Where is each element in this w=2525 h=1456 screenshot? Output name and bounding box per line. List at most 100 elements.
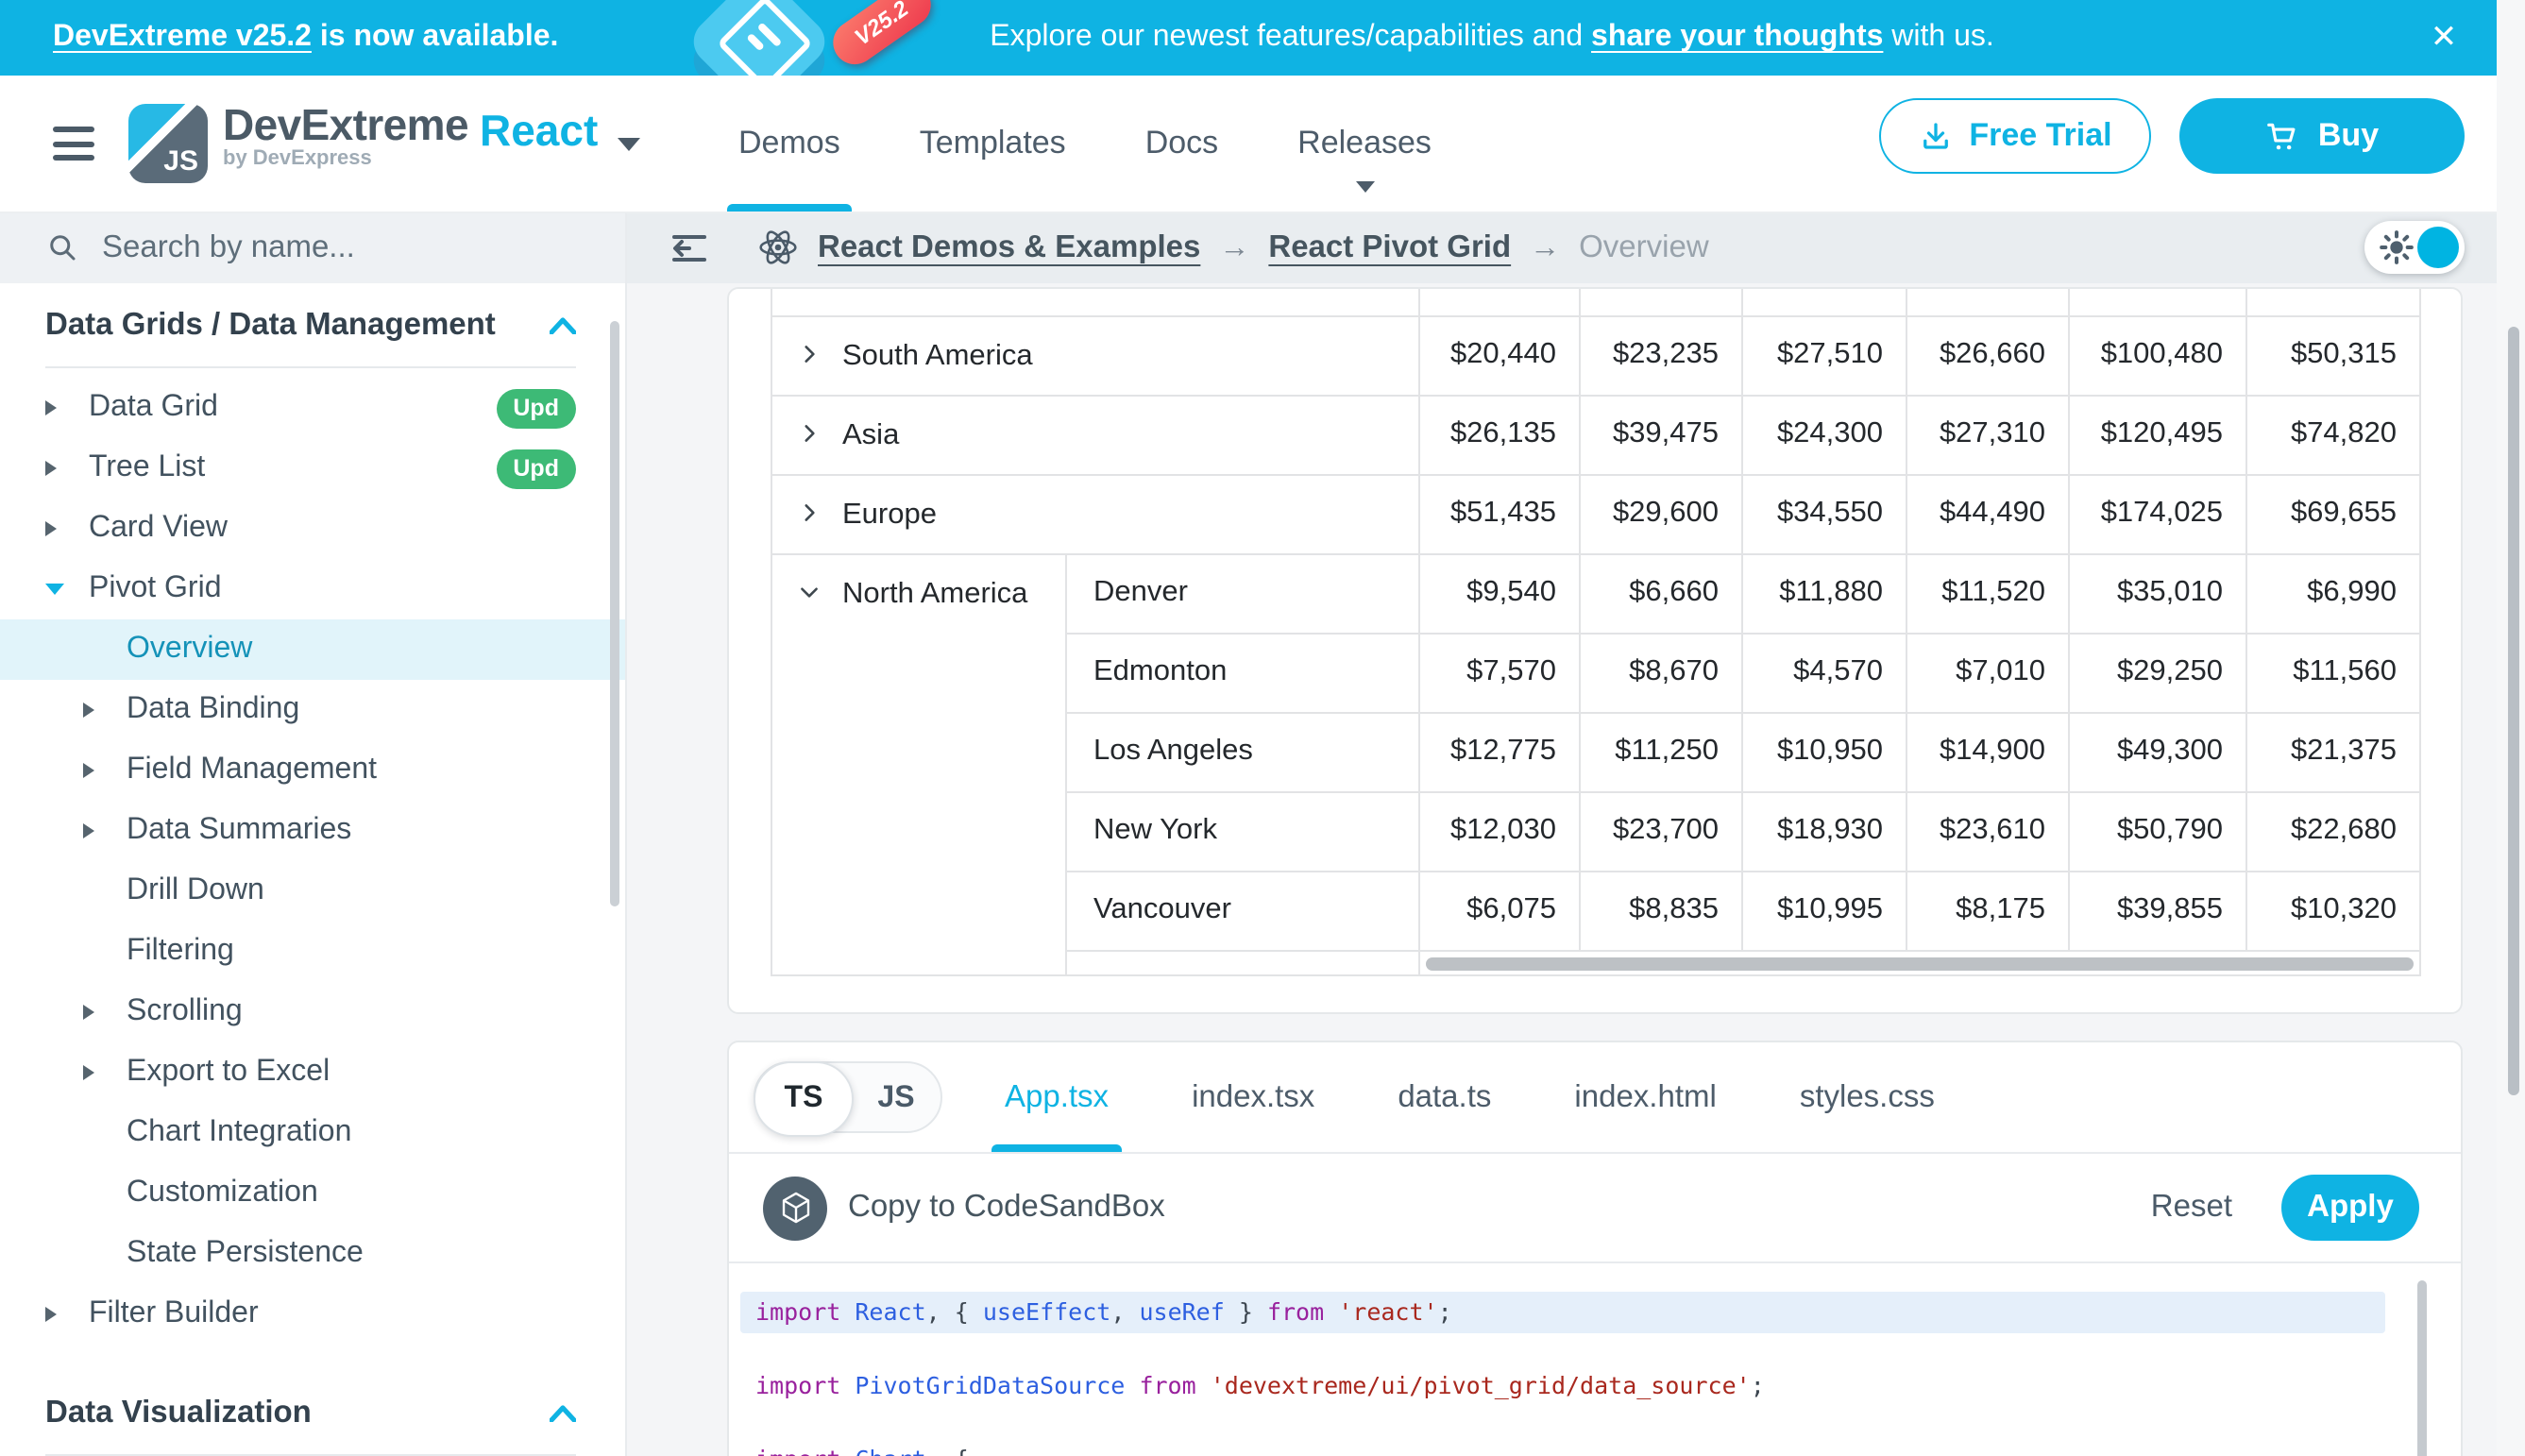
pivot-row-north-america[interactable]: North America [771, 552, 1067, 975]
collapse-sidebar-icon[interactable] [670, 231, 708, 263]
pivot-row-south-america[interactable]: South America [771, 314, 1420, 396]
nav-item-docs[interactable]: Docs [1145, 76, 1218, 212]
sidebar-item-state-persistence[interactable]: State Persistence [0, 1224, 625, 1284]
sidebar-item-scrolling[interactable]: Scrolling [0, 982, 625, 1042]
expand-icon[interactable] [797, 420, 822, 445]
pivot-grid-demo-card: South America $20,440 $23,235 $27,510 $26,66… [727, 287, 2463, 1014]
apply-button[interactable]: Apply [2281, 1175, 2419, 1241]
codesandbox-icon[interactable] [763, 1176, 827, 1240]
nav-item-demos[interactable]: Demos [727, 76, 852, 212]
free-trial-button[interactable]: Free Trial [1879, 98, 2151, 174]
pivot-value-cell: $6,075 [1418, 870, 1581, 951]
chevron-up-icon [549, 1395, 577, 1431]
sidebar-item-chart-integration[interactable]: Chart Integration [0, 1103, 625, 1163]
theme-toggle[interactable] [2364, 221, 2465, 274]
sidebar-item-drill-down[interactable]: Drill Down [0, 861, 625, 922]
buy-button[interactable]: Buy [2179, 98, 2465, 174]
pivot-value-cell: $26,660 [1906, 314, 2070, 396]
tab-styles-css[interactable]: styles.css [1799, 1079, 1935, 1113]
sidebar-item-data-binding[interactable]: Data Binding [0, 680, 625, 740]
sidebar-item-tree-list[interactable]: Tree List Upd [0, 438, 625, 499]
framework-selector[interactable]: React [480, 106, 599, 155]
breadcrumb-separator: → [1530, 231, 1561, 263]
pivot-value-cell: $74,820 [2245, 394, 2421, 475]
sidebar-spacer [0, 1345, 625, 1371]
sidebar-item-export-to-excel[interactable]: Export to Excel [0, 1042, 625, 1103]
sidebar-item-label: Filtering [127, 935, 234, 967]
sidebar-item-label: Overview [127, 633, 253, 665]
tab-index-tsx[interactable]: index.tsx [1192, 1079, 1315, 1113]
page-scrollbar[interactable] [2508, 327, 2519, 1095]
pivot-row-europe[interactable]: Europe [771, 473, 1420, 554]
sidebar-item-card-view[interactable]: Card View [0, 499, 625, 559]
expand-icon[interactable] [797, 499, 822, 524]
code-tabs: App.tsx index.tsx data.ts index.html styles.… [991, 1042, 1935, 1152]
search-input[interactable] [98, 228, 540, 267]
code-line: import Chart, { [755, 1439, 2385, 1456]
sidebar-item-label: Card View [89, 512, 229, 544]
sidebar-item-data-summaries[interactable]: Data Summaries [0, 801, 625, 861]
chevron-up-icon [549, 307, 577, 343]
pivot-value-cell: $10,950 [1741, 711, 1907, 792]
sidebar-item-field-management[interactable]: Field Management [0, 740, 625, 801]
copy-to-codesandbox-link[interactable]: Copy to CodeSandBox [848, 1190, 1165, 1224]
sidebar-item-pivot-grid[interactable]: Pivot Grid [0, 559, 625, 619]
version-link[interactable]: DevExtreme v25.2 [53, 21, 312, 53]
sidebar-item-customization[interactable]: Customization [0, 1163, 625, 1224]
horizontal-scrollbar[interactable] [1426, 957, 2414, 970]
js-toggle-option[interactable]: JS [877, 1082, 915, 1114]
ts-toggle-option[interactable]: TS [754, 1061, 854, 1137]
pivot-value-cell: $29,600 [1579, 473, 1743, 554]
pivot-value-cell: $23,235 [1579, 314, 1743, 396]
pivot-value-cell: $39,855 [2068, 870, 2247, 951]
code-scrollbar[interactable] [2417, 1280, 2427, 1456]
pivot-value-cell: $23,700 [1579, 790, 1743, 872]
pivot-value-cell: $29,250 [2068, 632, 2247, 713]
pivot-clipped-cell [1418, 289, 1581, 316]
share-thoughts-link[interactable]: share your thoughts [1591, 21, 1884, 53]
pivot-value-cell: $12,775 [1418, 711, 1581, 792]
devextreme-logo[interactable]: JS [128, 104, 208, 183]
pivot-value-cell: $11,250 [1579, 711, 1743, 792]
sidebar-section-data-grids-data-management[interactable]: Data Grids / Data Management [0, 283, 625, 366]
collapse-icon[interactable] [797, 579, 822, 603]
brand-title[interactable]: DevExtreme by DevExpress [223, 100, 469, 170]
sidebar-item-filter-builder[interactable]: Filter Builder [0, 1284, 625, 1345]
pivot-clipped-cell [1906, 289, 2070, 316]
tab-data-ts[interactable]: data.ts [1398, 1079, 1492, 1113]
pivot-city-edmonton: Edmonton [1065, 632, 1420, 713]
language-toggle[interactable]: JS TS [754, 1061, 942, 1137]
sidebar-item-filtering[interactable]: Filtering [0, 922, 625, 982]
reset-button[interactable]: Reset [2150, 1190, 2232, 1224]
pivot-value-cell: $7,570 [1418, 632, 1581, 713]
divider [45, 366, 576, 368]
pivot-row-label: North America [842, 577, 1028, 609]
nav-item-templates[interactable]: Templates [920, 76, 1066, 212]
sidebar-section-data-visualization[interactable]: Data Visualization [0, 1371, 625, 1454]
close-icon[interactable]: ✕ [2430, 19, 2458, 55]
breadcrumb-pivot-grid-link[interactable]: React Pivot Grid [1268, 229, 1512, 263]
nav-item-releases[interactable]: Releases [1297, 76, 1432, 212]
pivot-value-cell: $34,550 [1741, 473, 1907, 554]
sidebar-item-data-grid[interactable]: Data Grid Upd [0, 378, 625, 438]
pivot-value-cell: $8,175 [1906, 870, 2070, 951]
tab-app-tsx[interactable]: App.tsx [991, 1042, 1123, 1152]
pivot-row-asia[interactable]: Asia [771, 394, 1420, 475]
sidebar-item-label: Pivot Grid [89, 572, 222, 604]
code-line: import PivotGridDataSource from 'devextr… [755, 1371, 1765, 1399]
cart-icon [2265, 118, 2301, 154]
sidebar-item-label: Customization [127, 1177, 318, 1209]
sun-icon [2378, 229, 2415, 276]
breadcrumb-bar: React Demos & Examples → React Pivot Grid →… [625, 212, 2497, 283]
sidebar-scrollbar[interactable] [610, 321, 619, 906]
code-editor[interactable]: import React, { useEffect, useRef } from… [729, 1263, 2461, 1456]
pivot-value-cell: $11,560 [2245, 632, 2421, 713]
toggle-knob[interactable] [2417, 227, 2459, 268]
sidebar-item-overview[interactable]: Overview [0, 619, 625, 680]
expand-icon[interactable] [797, 341, 822, 365]
buy-label: Buy [2317, 117, 2380, 153]
tab-index-html[interactable]: index.html [1574, 1079, 1717, 1113]
breadcrumb-demos-link[interactable]: React Demos & Examples [818, 229, 1201, 263]
pivot-value-cell: $100,480 [2068, 314, 2247, 396]
hamburger-menu-icon[interactable] [53, 127, 94, 161]
